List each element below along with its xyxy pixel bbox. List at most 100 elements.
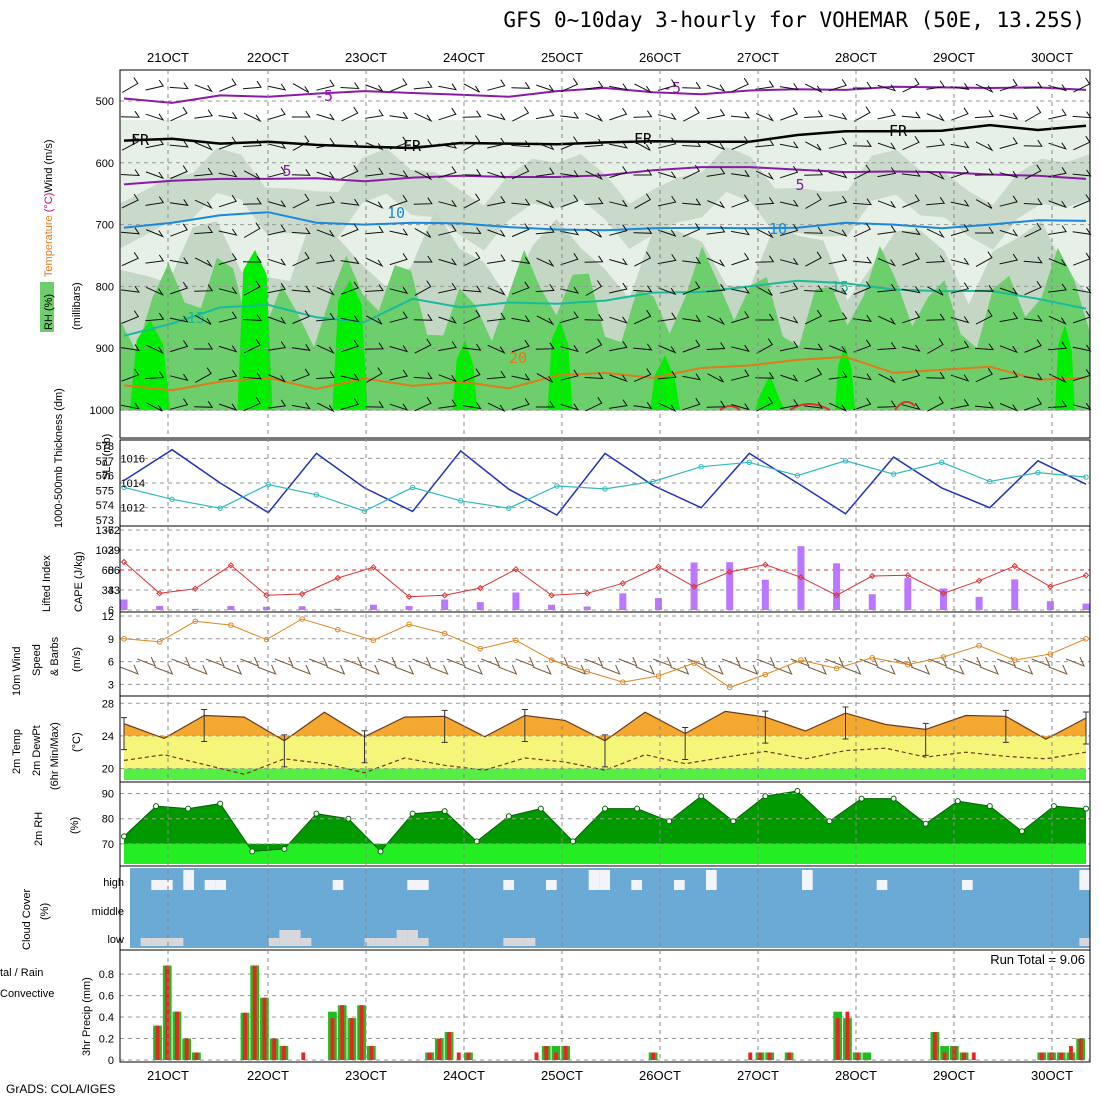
wind-barb (267, 399, 287, 409)
wind-barb (731, 344, 750, 353)
temp-minmax-bar (602, 734, 608, 768)
precip-convective-bar (952, 1046, 957, 1060)
wind-barb (169, 398, 189, 410)
surface-wind-barb (979, 664, 999, 675)
wind-barb (169, 82, 189, 90)
wind-barb (974, 401, 995, 409)
wind-barb (780, 374, 799, 382)
pressure-tick-700: 700 (96, 220, 114, 232)
wind-barb (682, 339, 701, 353)
cloud-low-bar (514, 938, 525, 946)
li-tick-3: 3 (108, 585, 114, 597)
thickness-ylabel: 1000-500mb Thickness (dm) (53, 388, 65, 528)
lifted-index-point (940, 590, 947, 597)
wind-barb (999, 171, 1019, 179)
cloud-low-bar (290, 930, 301, 946)
wind-barb (194, 109, 213, 119)
li-tick-6: 6 (108, 605, 114, 617)
surface-wind-barb (291, 664, 311, 675)
lifted-index-point (762, 561, 769, 568)
wind-barb (535, 342, 555, 350)
wind-barb (609, 258, 628, 266)
cape-bar (619, 593, 627, 610)
wind-barb (999, 112, 1019, 120)
lifted-index-point (548, 592, 555, 599)
wind-barb (902, 136, 920, 151)
wind-barb (462, 227, 482, 235)
lifted-index-point (833, 592, 840, 599)
cape-bar (1011, 579, 1019, 610)
wind-speed-point (798, 657, 804, 663)
slp-tick-1012: 1012 (121, 503, 145, 515)
thickness-point (506, 505, 512, 511)
wind-speed-point (477, 645, 484, 652)
cape-bar (761, 579, 769, 610)
date-label-top: 21OCT (147, 50, 189, 65)
surface-wind-barb (945, 664, 965, 675)
wind-speed-point (691, 660, 697, 666)
wind-barb (829, 402, 848, 412)
surface-wind-barb (137, 656, 157, 667)
wind-barb (755, 372, 775, 379)
wind-barb (218, 170, 238, 178)
precip-convective-bar (165, 965, 170, 1060)
precip-total-bar (862, 1052, 872, 1060)
rh2m-point (281, 845, 288, 852)
wind-barb (243, 280, 261, 296)
wind-barb (438, 374, 457, 383)
cloud-low-bar (1079, 938, 1090, 946)
wind-barb (487, 344, 506, 354)
wind-barb (852, 198, 872, 206)
slp-tick-hidden-1016: 1016 (72, 453, 96, 465)
rh2m-point (1018, 828, 1025, 835)
temp-minmax-bar (1002, 709, 1009, 743)
thickness-tick-576: 576 (96, 471, 114, 483)
wind-barb (1023, 81, 1043, 89)
surface-wind-barb (223, 664, 243, 675)
wind-barb (267, 341, 287, 351)
wind-barb (927, 396, 944, 412)
pressure-tick-900: 900 (96, 343, 114, 355)
wind-barb (364, 284, 384, 292)
wind-barb (242, 197, 262, 205)
wind-barb (877, 315, 897, 326)
wind-barb (657, 254, 677, 265)
surface-wind-barb (584, 656, 604, 667)
wind-barb (755, 255, 775, 263)
wind-barb (950, 199, 970, 207)
wind-barb (511, 257, 531, 264)
grads-credit: GrADS: COLA/IGES (6, 1082, 116, 1096)
wind-barb (804, 110, 824, 118)
rh2m-point (794, 788, 801, 795)
wind-barb (121, 135, 139, 151)
wind-barb (560, 369, 579, 381)
wind-barb (1023, 256, 1043, 264)
upper-wind-barbs (120, 77, 1092, 413)
wind-barb (609, 282, 628, 294)
lifted-index-point (619, 580, 627, 587)
wind-barb (486, 370, 506, 380)
wind-barb (779, 399, 799, 410)
cloud-high-bar (204, 880, 216, 890)
wind-barb (169, 140, 189, 148)
wind-barb (560, 111, 580, 119)
wind-barb (657, 113, 677, 121)
rh-legend-swatch (40, 282, 54, 332)
wind-barb (1048, 258, 1067, 267)
wind-barb (341, 106, 359, 122)
cloud-high-bar (876, 880, 888, 890)
precip-convective-bar (194, 1052, 199, 1060)
wind-barb (585, 170, 604, 181)
panel-frame-precip (119, 949, 1091, 1063)
wind-barb (340, 398, 360, 410)
wind-barb (414, 112, 433, 123)
wind-barb (365, 257, 384, 268)
cape-ylabel: CAPE (J/kg) (73, 551, 85, 612)
wind-barb (682, 140, 702, 148)
wind-barb (438, 200, 458, 208)
wind-barb (389, 403, 409, 411)
wind-barb (511, 373, 531, 381)
surface-wind-barb (309, 656, 329, 667)
wind-barb (609, 374, 628, 383)
wind-barb (779, 340, 799, 352)
